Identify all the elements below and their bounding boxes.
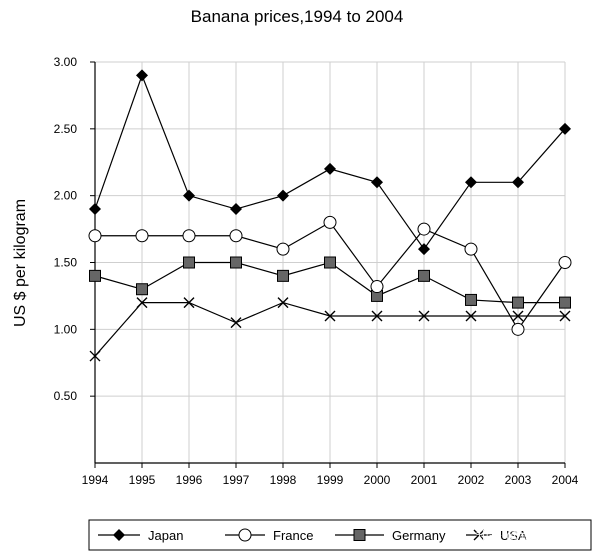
- series-france: [88, 215, 572, 336]
- x-tick-label: 1994: [82, 473, 109, 487]
- data-point-france: [135, 229, 149, 243]
- data-point-usa: [277, 297, 289, 309]
- x-tick-label: 2001: [411, 473, 438, 487]
- legend-label-germany: Germany: [392, 528, 446, 543]
- chart-title: Banana prices,1994 to 2004: [191, 7, 404, 26]
- data-point-france: [182, 229, 196, 243]
- legend-label-france: France: [273, 528, 313, 543]
- x-tick-labels: 1994 1995 1996 1997 1998 1999 2000 2001 2002 2003…: [82, 473, 579, 487]
- data-point-france: [417, 222, 431, 236]
- data-point-france: [370, 280, 384, 294]
- data-point-france: [511, 322, 525, 336]
- data-point-germany: [418, 269, 430, 282]
- data-point-germany: [183, 256, 195, 269]
- x-tick-label: 2004: [552, 473, 579, 487]
- watermark-text: 知乎 @新通居学坊: [476, 528, 584, 544]
- x-tick-label: 1998: [270, 473, 297, 487]
- data-point-japan: [559, 122, 571, 135]
- legend-label-usa: USA: [500, 528, 527, 543]
- y-tick-label: 1.00: [54, 322, 78, 336]
- data-point-germany: [512, 296, 524, 309]
- y-tick-label: 0.50: [54, 389, 78, 403]
- data-point-usa: [559, 310, 571, 322]
- axes: [90, 61, 566, 468]
- data-point-france: [323, 215, 337, 229]
- data-point-usa: [183, 297, 195, 309]
- data-point-germany: [230, 256, 242, 269]
- data-point-japan: [324, 162, 336, 175]
- series-japan: [89, 69, 571, 256]
- legend-marker-japan: [113, 529, 125, 541]
- legend-marker-france: [238, 528, 252, 542]
- series-group: [88, 69, 572, 362]
- x-tick-label: 1995: [129, 473, 156, 487]
- data-point-germany: [559, 296, 571, 309]
- data-point-usa: [465, 310, 477, 322]
- data-point-usa: [324, 310, 336, 322]
- x-tick-label: 1997: [223, 473, 250, 487]
- data-point-japan: [418, 243, 430, 256]
- data-point-japan: [465, 176, 477, 189]
- data-point-germany: [324, 256, 336, 269]
- x-tick-label: 2002: [458, 473, 485, 487]
- data-point-japan: [136, 69, 148, 82]
- data-point-usa: [89, 350, 101, 362]
- data-point-usa: [371, 310, 383, 322]
- data-point-usa: [512, 310, 524, 322]
- data-point-japan: [512, 176, 524, 189]
- series-germany: [89, 256, 571, 309]
- data-point-japan: [89, 203, 101, 216]
- y-tick-label: 2.50: [54, 122, 78, 136]
- data-point-germany: [277, 269, 289, 282]
- x-tick-label: 2003: [505, 473, 532, 487]
- y-axis-label: US $ per kilogram: [12, 199, 29, 327]
- data-point-germany: [465, 293, 477, 306]
- data-point-france: [276, 242, 290, 256]
- gridlines: [95, 61, 566, 463]
- legend: Japan France Germany USA: [88, 519, 592, 551]
- y-tick-labels: 0.50 1.00 1.50 2.00 2.50 3.00: [54, 55, 78, 403]
- data-point-japan: [277, 189, 289, 202]
- data-point-japan: [183, 189, 195, 202]
- data-point-france: [88, 229, 102, 243]
- data-point-france: [464, 242, 478, 256]
- x-tick-label: 1999: [317, 473, 344, 487]
- data-point-usa: [418, 310, 430, 322]
- data-point-japan: [371, 176, 383, 189]
- data-point-france: [229, 229, 243, 243]
- y-tick-label: 2.00: [54, 189, 78, 203]
- data-point-japan: [230, 203, 242, 216]
- legend-marker-usa: [473, 529, 485, 541]
- series-usa: [89, 297, 571, 362]
- data-point-usa: [230, 317, 242, 329]
- y-tick-label: 1.50: [54, 256, 78, 270]
- data-point-usa: [136, 297, 148, 309]
- legend-marker-germany: [353, 529, 366, 541]
- legend-label-japan: Japan: [148, 528, 183, 543]
- data-point-germany: [89, 269, 101, 282]
- x-tick-label: 1996: [176, 473, 203, 487]
- data-point-france: [558, 256, 572, 269]
- y-tick-label: 3.00: [54, 55, 78, 69]
- data-point-germany: [136, 283, 148, 296]
- x-tick-label: 2000: [364, 473, 391, 487]
